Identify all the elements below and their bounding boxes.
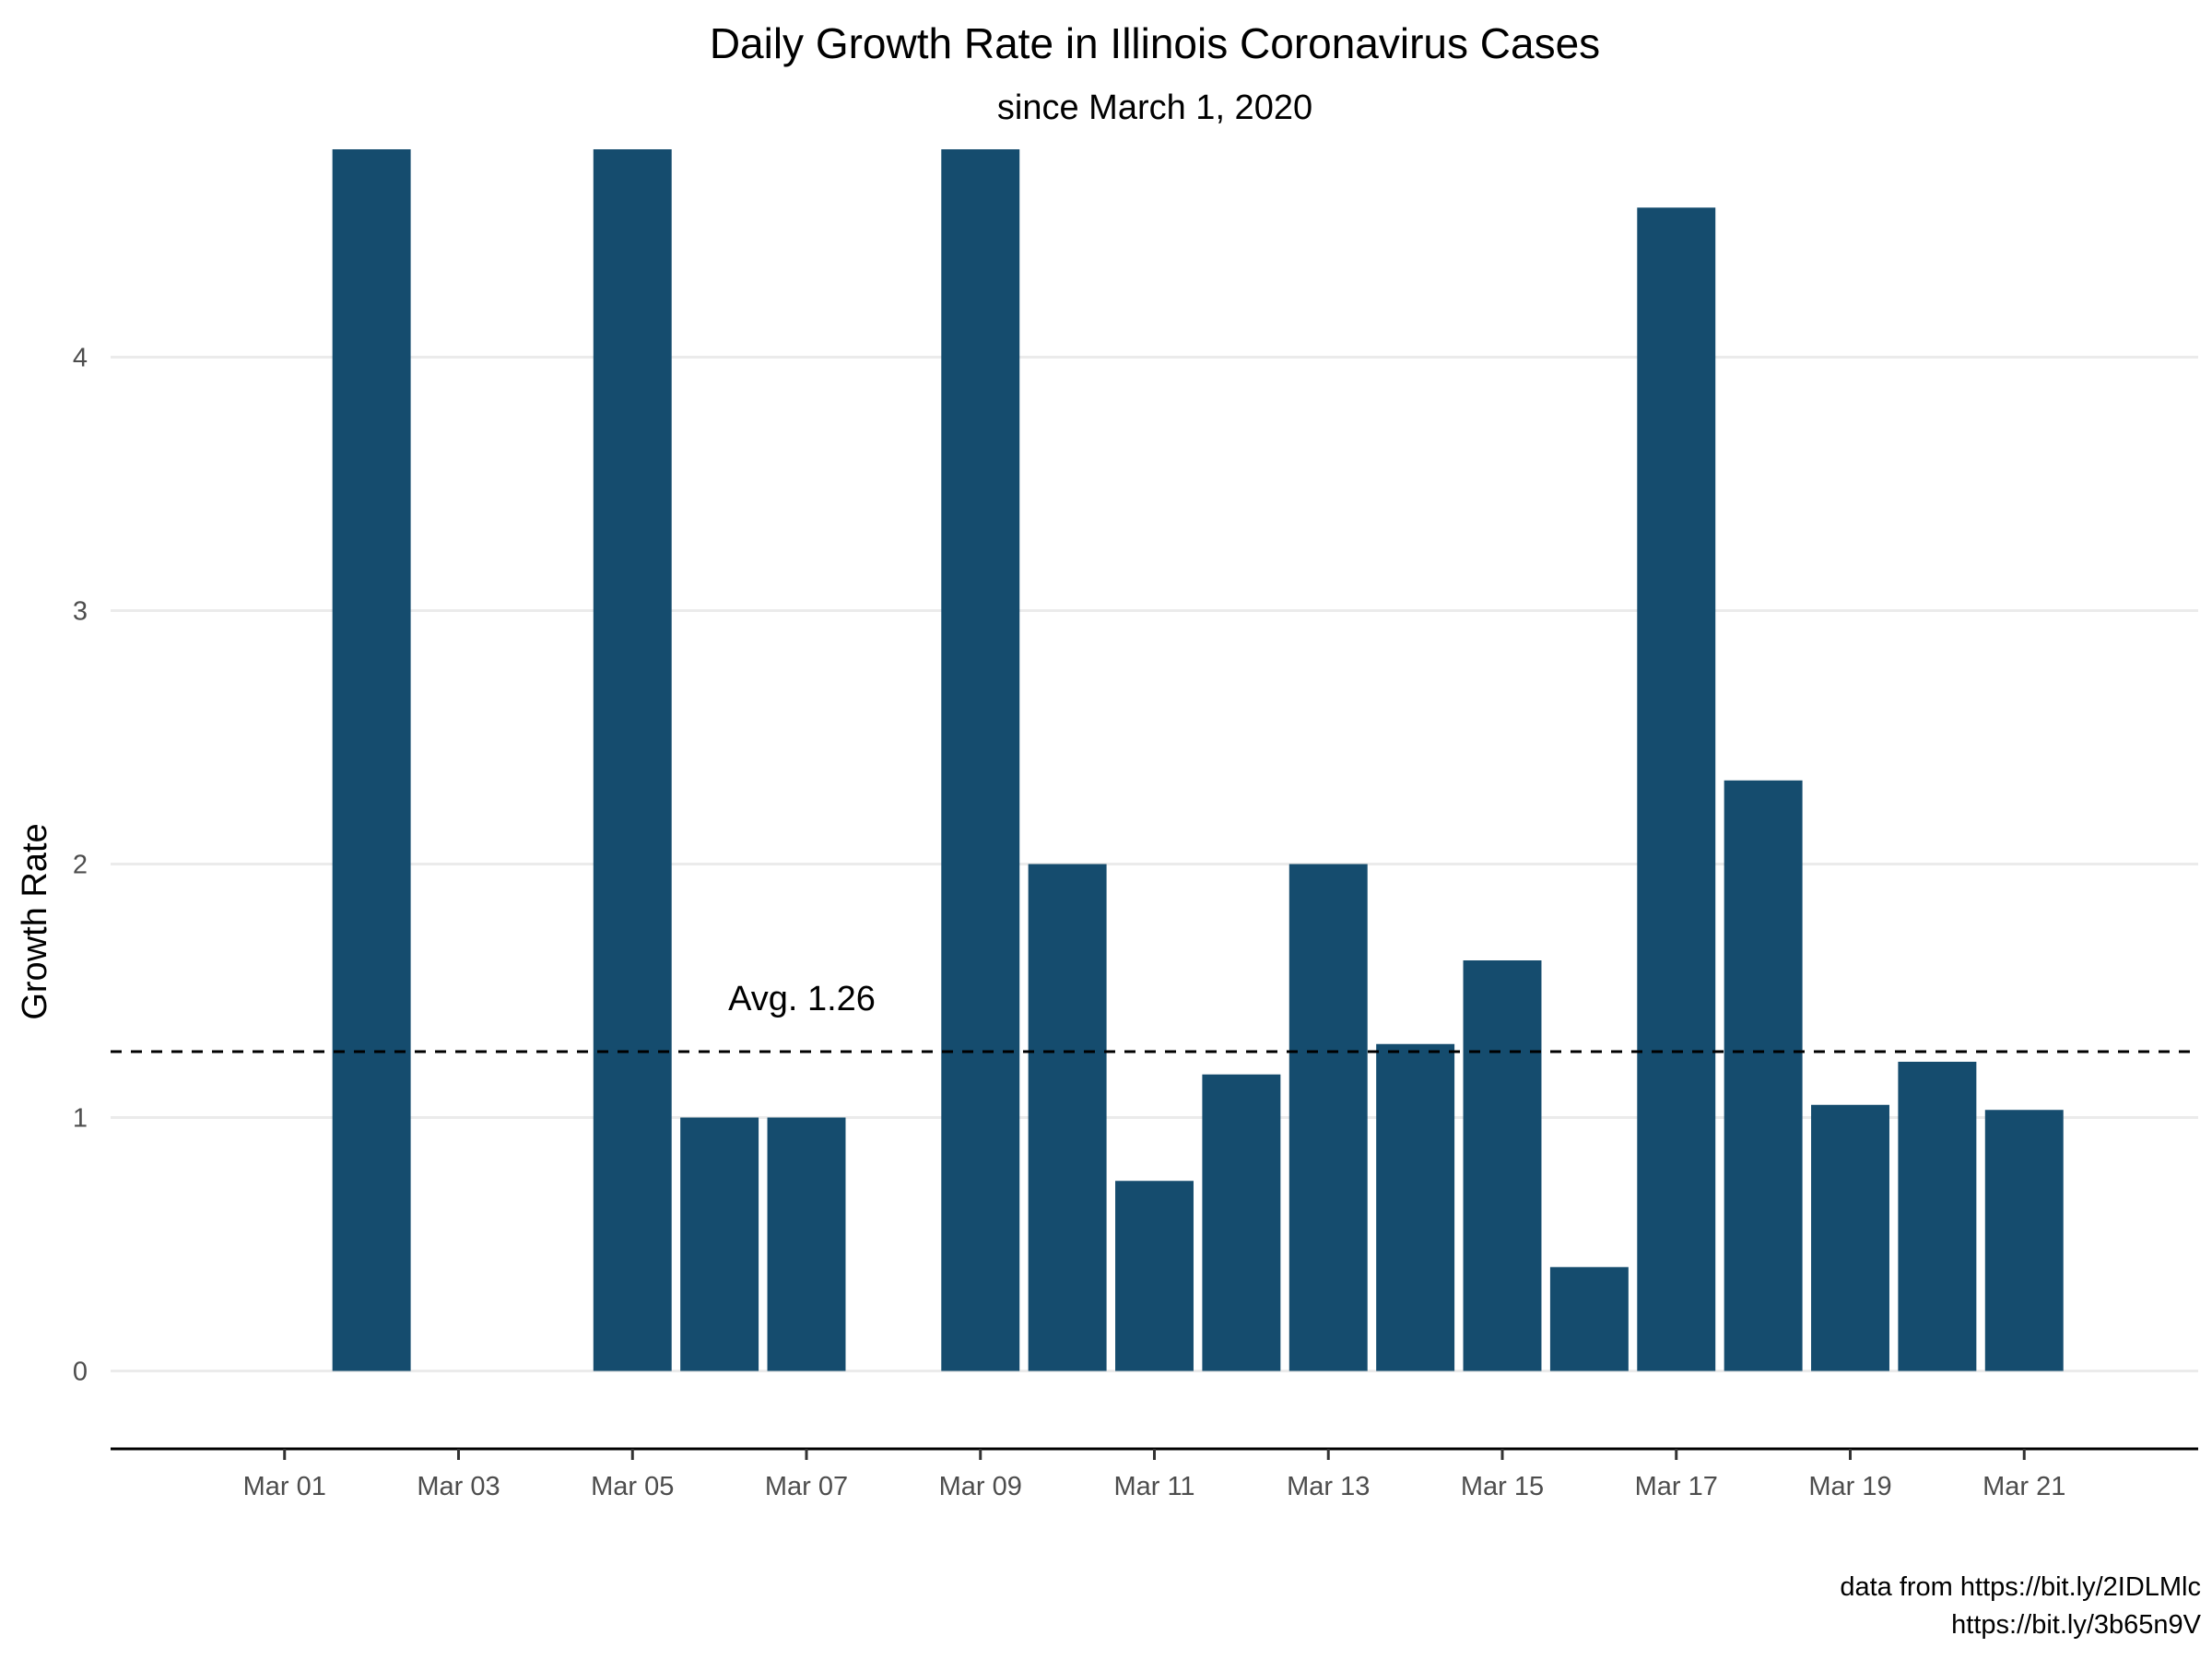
caption-line-1: data from https://bit.ly/2IDLMlc [1840,1572,2201,1602]
bar-2020-03-11 [1115,1181,1194,1371]
bar-2020-03-07 [767,1117,846,1371]
caption-line-2: https://bit.ly/3b65n9V [1951,1610,2201,1640]
bars [332,149,2064,1371]
bar-2020-03-14 [1376,1043,1455,1371]
x-tick-label: Mar 13 [1287,1472,1370,1501]
bar-2020-03-15 [1463,960,1542,1371]
bar-2020-03-13 [1288,864,1368,1371]
x-tick-label: Mar 07 [765,1472,848,1501]
x-tick-label: Mar 11 [1113,1472,1194,1501]
y-tick-label: 2 [73,851,88,880]
y-tick-label: 0 [73,1358,88,1387]
x-tick-label: Mar 19 [1808,1472,1891,1501]
bar-2020-03-17 [1637,207,1716,1371]
bar-2020-03-09 [941,149,1020,1371]
y-axis-ticks: 0 1 2 3 4 [73,344,88,1387]
x-axis-ticks: Mar 01 Mar 03 Mar 05 Mar 07 Mar 09 Mar 11 Mar … [243,1449,2065,1501]
y-tick-label: 4 [73,344,88,373]
y-tick-label: 3 [73,597,88,627]
average-annotation: Avg. 1.26 [728,980,876,1018]
x-tick-label: Mar 03 [417,1472,500,1501]
y-axis-label: Growth Rate [16,823,54,1019]
bar-2020-03-19 [1811,1104,1889,1371]
x-tick-label: Mar 21 [1983,1472,2065,1501]
chart-subtitle: since March 1, 2020 [997,88,1312,127]
bar-2020-03-18 [1724,780,1803,1371]
x-tick-label: Mar 01 [243,1472,326,1501]
bar-2020-03-16 [1549,1266,1629,1371]
bar-2020-03-20 [1898,1062,1977,1371]
bar-2020-03-10 [1028,864,1107,1371]
x-tick-label: Mar 09 [939,1472,1022,1501]
x-tick-label: Mar 17 [1635,1472,1718,1501]
y-tick-label: 1 [73,1104,88,1134]
bar-2020-03-21 [1984,1110,2064,1371]
bar-2020-03-06 [680,1117,759,1371]
chart-title: Daily Growth Rate in Illinois Coronaviru… [710,19,1600,67]
bar-2020-03-12 [1202,1074,1281,1371]
bar-2020-03-02 [332,149,411,1371]
x-tick-label: Mar 05 [591,1472,674,1501]
x-tick-label: Mar 15 [1461,1472,1544,1501]
bar-2020-03-05 [593,149,672,1371]
